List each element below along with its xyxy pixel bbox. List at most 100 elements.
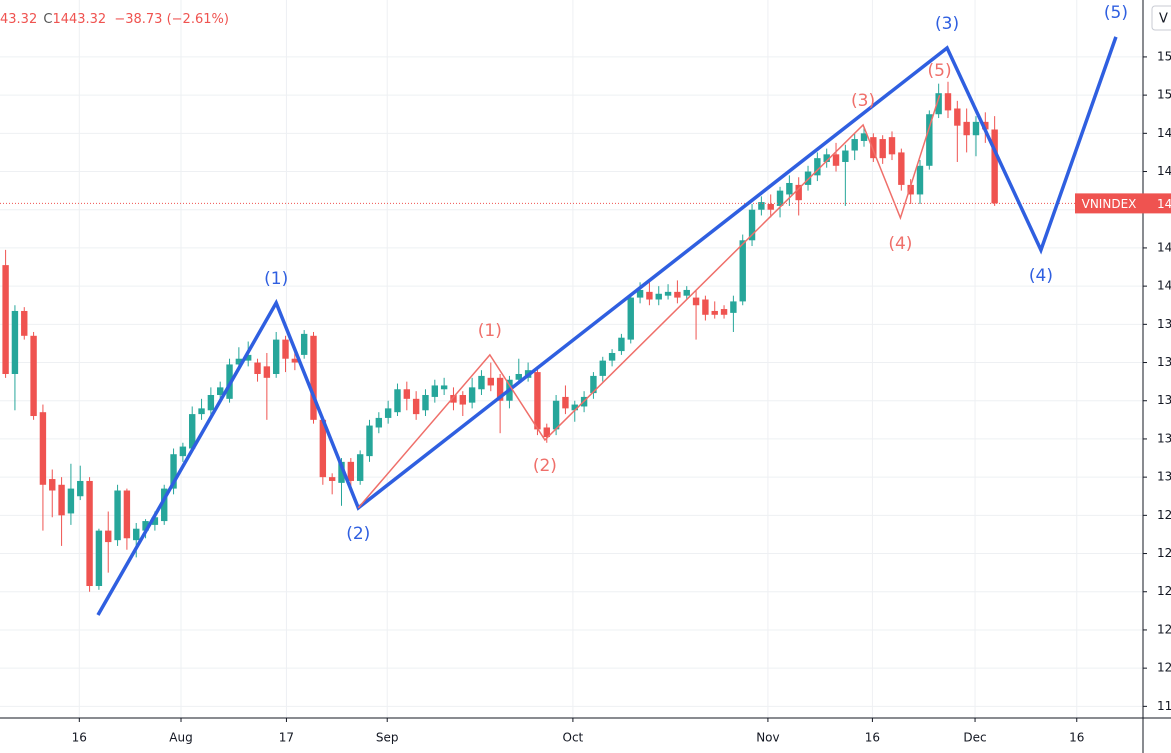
candle-body (683, 289, 690, 296)
candle-body (730, 301, 737, 313)
y-tick-label: 1340 (1157, 393, 1171, 407)
candle-body (300, 333, 308, 355)
y-tick-label: 1360 (1157, 355, 1171, 369)
candle-body (935, 93, 942, 115)
candle-body (310, 335, 317, 420)
y-tick-label: 1300 (1157, 470, 1171, 484)
wave-label: (5) (1104, 3, 1128, 23)
candle-body (21, 310, 28, 336)
candle-body (842, 150, 849, 162)
candle-body (161, 488, 168, 522)
x-tick-label: Nov (756, 731, 779, 745)
candle-body (282, 339, 289, 359)
wave-label: (1) (478, 321, 502, 341)
candle-body (496, 377, 504, 401)
candle-body (450, 395, 457, 403)
x-tick-label: 16 (1069, 731, 1084, 745)
candle-body (39, 412, 47, 485)
x-tick-label: Sep (376, 731, 399, 745)
candle-body (459, 395, 466, 405)
candle-body (235, 358, 243, 365)
candle-body (207, 395, 215, 411)
candle-body (571, 404, 578, 411)
wave-line (357, 94, 941, 509)
candle-body (328, 477, 336, 481)
candle-body (170, 454, 177, 489)
candle-body (916, 165, 924, 195)
last-price-tag-box (1075, 193, 1143, 214)
candle-body (403, 389, 411, 399)
candle-body (412, 398, 420, 415)
y-tick-label: 1380 (1157, 317, 1171, 331)
candle-body (823, 154, 830, 162)
candle-body (711, 310, 718, 315)
y-tick-label: 1320 (1157, 431, 1171, 445)
candle-body (67, 488, 75, 514)
y-tick-label: 1520 (1157, 49, 1171, 63)
candle-body (291, 358, 299, 363)
candle-body (758, 202, 765, 210)
candle-body (440, 385, 448, 390)
candle-body (963, 121, 970, 136)
candle-body (907, 184, 914, 195)
candle-body (991, 129, 998, 204)
candle-body (664, 291, 672, 296)
candle-body (254, 362, 261, 374)
candle-body (366, 425, 373, 457)
header: 43.32 C1443.32 −38.73 (−2.61%) (0, 12, 229, 27)
candle-body (926, 114, 933, 166)
candle-body (599, 360, 606, 376)
candle-body (375, 417, 383, 428)
candle-body (627, 297, 634, 340)
y-tick-label: 1180 (1157, 699, 1171, 713)
candle-body (49, 479, 56, 491)
y-tick-label: 1280 (1157, 508, 1171, 522)
candle-body (552, 400, 560, 430)
candle-body (851, 139, 858, 151)
wave-label: (2) (533, 456, 557, 476)
scale-badge-box[interactable] (1151, 5, 1171, 31)
candle-body (179, 446, 187, 457)
candle-body (739, 240, 746, 302)
wave-label: (3) (935, 14, 959, 34)
candle-body (898, 152, 905, 185)
candle-body (478, 375, 485, 390)
candle-body (674, 291, 681, 298)
candle-body (590, 375, 597, 394)
wave-label: (4) (1029, 266, 1053, 286)
candle-body (814, 158, 821, 176)
candle-body (468, 387, 476, 403)
candle-body (636, 289, 644, 298)
candle-body (77, 480, 84, 497)
x-tick-label: 17 (279, 731, 294, 745)
wave-label: (2) (346, 524, 370, 544)
header-key: C (43, 12, 52, 27)
last-price-tag: VNINDEX 1443.32 (1075, 193, 1171, 214)
wave-line (96, 36, 1118, 616)
candle-body (646, 291, 653, 300)
y-tick-label: 1420 (1157, 240, 1171, 254)
candle-body (431, 385, 439, 397)
candle-body (189, 414, 196, 449)
candle-body (720, 309, 728, 315)
y-tick-label: 1240 (1157, 584, 1171, 598)
candle-body (244, 354, 252, 361)
candle-body (767, 203, 774, 210)
candle-body (954, 108, 961, 126)
y-tick-label: 1400 (1157, 279, 1171, 293)
header-close: 1443.32 (52, 12, 106, 27)
candle-body (982, 121, 989, 130)
x-tick-label: Dec (963, 731, 986, 745)
candle-body (105, 530, 112, 543)
candle-body (543, 427, 550, 438)
candle-body (58, 484, 65, 516)
wave-label: (3) (851, 91, 875, 111)
candle-body (804, 171, 812, 185)
y-tick-label: 1220 (1157, 622, 1171, 636)
wave-label: (4) (888, 234, 912, 254)
candle-body (86, 480, 93, 587)
candle-body (114, 490, 121, 541)
candle-body (795, 184, 802, 201)
scale-badge[interactable]: V (1159, 12, 1168, 27)
